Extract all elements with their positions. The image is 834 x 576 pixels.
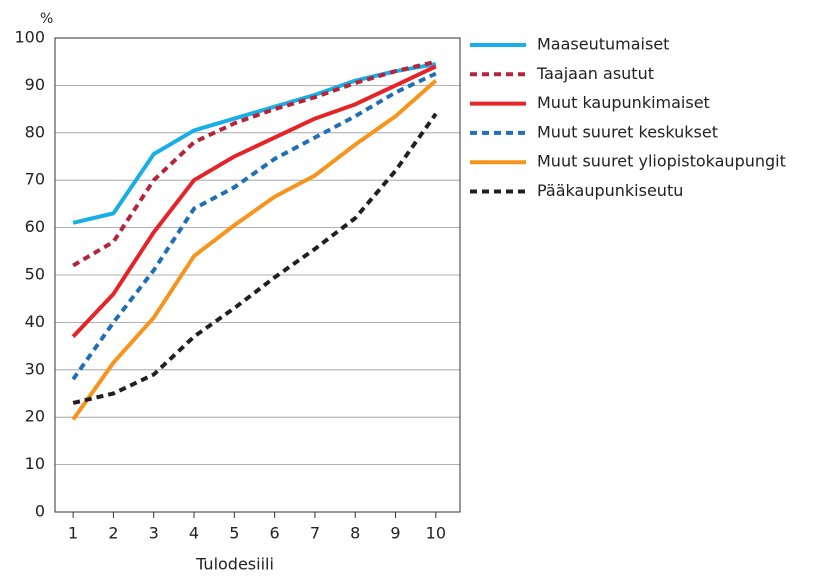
y-tick-label: 20 — [25, 407, 45, 426]
x-tick-label: 9 — [390, 524, 400, 543]
x-axis-label: Tulodesiili — [195, 555, 274, 574]
x-tick-label: 10 — [426, 524, 446, 543]
series-line — [72, 59, 437, 268]
y-tick-label: 30 — [25, 359, 45, 378]
x-tick-label: 6 — [270, 524, 280, 543]
y-tick-label: 10 — [25, 454, 45, 473]
y-tick-label: 70 — [25, 170, 45, 189]
legend-label: Muut suuret keskukset — [537, 122, 718, 141]
y-tick-label: 100 — [14, 28, 45, 47]
y-tick-label: 40 — [25, 312, 45, 331]
series-line — [72, 62, 437, 225]
y-tick-label: 0 — [35, 502, 45, 521]
legend-label: Muut suuret yliopistokaupungit — [537, 152, 786, 171]
x-tick-label: 2 — [108, 524, 118, 543]
series-line — [71, 64, 437, 338]
series-line — [72, 112, 438, 405]
series-line — [71, 79, 438, 421]
legend-label: Maaseutumaiset — [537, 35, 669, 54]
legend-label: Muut kaupunkimaiset — [537, 93, 710, 112]
plot-frame — [54, 37, 461, 513]
y-tick-label: 50 — [25, 265, 45, 284]
x-tick-label: 7 — [310, 524, 320, 543]
x-tick-label: 1 — [68, 524, 78, 543]
y-tick-label: 90 — [25, 75, 45, 94]
x-tick-label: 3 — [149, 524, 159, 543]
y-tick-label: 80 — [25, 122, 45, 141]
x-tick-label: 8 — [350, 524, 360, 543]
y-axis-label: % — [40, 11, 53, 27]
legend-label: Taajaan asutut — [536, 64, 654, 83]
series-line — [71, 71, 437, 381]
legend-label: Pääkaupunkiseutu — [537, 181, 683, 200]
x-tick-label: 5 — [229, 524, 239, 543]
x-tick-label: 4 — [189, 524, 199, 543]
y-tick-label: 60 — [25, 217, 45, 236]
